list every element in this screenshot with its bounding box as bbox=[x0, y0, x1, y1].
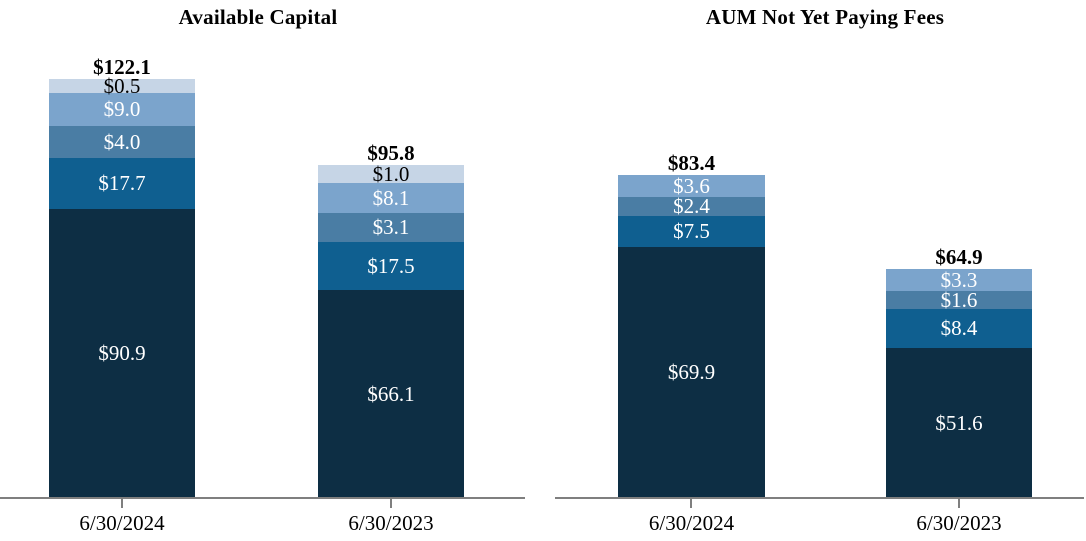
chart-title-aum-not-yet-paying-fees: AUM Not Yet Paying Fees bbox=[705, 5, 945, 29]
bar-available-capital-2024: $122.1 $0.5 $9.0 $4.0 $17.7 $90.9 bbox=[49, 55, 195, 498]
x-axis-line-right-chart bbox=[555, 497, 1084, 499]
bar-aum-2024: $83.4 $3.6 $2.4 $7.5 $69.9 bbox=[618, 151, 765, 498]
x-axis-category-label: 6/30/2023 bbox=[916, 511, 1002, 535]
x-axis-category-label: 6/30/2024 bbox=[648, 511, 735, 535]
bar-segment: $0.5 bbox=[49, 75, 195, 96]
bar-segment: $69.9 bbox=[618, 247, 765, 498]
bar-segment: $7.5 bbox=[618, 216, 765, 247]
bar-segment: $51.6 bbox=[886, 348, 1032, 498]
segment-value-label: $17.7 bbox=[98, 171, 146, 195]
bar-segment: $1.6 bbox=[886, 287, 1032, 312]
segment-value-label: $17.5 bbox=[367, 253, 415, 278]
bar-segment: $3.3 bbox=[886, 269, 1032, 291]
bar-segment: $1.0 bbox=[318, 161, 464, 186]
axis-tick bbox=[690, 497, 692, 508]
segment-value-label: $3.3 bbox=[940, 267, 978, 292]
x-axis-category-label: 6/30/2024 bbox=[79, 511, 165, 535]
axis-tick bbox=[958, 497, 960, 508]
bar-segment: $3.6 bbox=[618, 175, 765, 197]
segment-value-label: $4.0 bbox=[103, 129, 141, 154]
segment-value-label: $1.0 bbox=[372, 161, 410, 186]
segment-value-label: $66.1 bbox=[367, 381, 415, 406]
bar-segment: $4.0 bbox=[49, 126, 195, 158]
segment-value-label: $69.9 bbox=[667, 360, 716, 384]
bar-segment: $9.0 bbox=[49, 93, 195, 126]
segment-value-label: $7.5 bbox=[673, 219, 710, 243]
segment-value-label: $8.4 bbox=[940, 316, 978, 340]
axis-tick bbox=[390, 497, 392, 508]
bar-segment: $8.4 bbox=[886, 309, 1032, 348]
segment-value-label: $3.1 bbox=[372, 215, 410, 239]
bar-total-label: $64.9 bbox=[935, 245, 983, 269]
segment-value-label: $9.0 bbox=[103, 97, 141, 121]
bar-available-capital-2023: $95.8 $1.0 $8.1 $3.1 $17.5 $66.1 bbox=[318, 141, 464, 498]
bar-segment: $66.1 bbox=[318, 290, 464, 498]
bar-total-label: $122.1 bbox=[93, 55, 151, 79]
bar-segment: $90.9 bbox=[49, 209, 195, 498]
segment-value-label: $90.9 bbox=[98, 341, 146, 365]
axis-tick bbox=[121, 497, 123, 508]
segment-value-label: $8.1 bbox=[372, 185, 410, 210]
chart-title-available-capital: Available Capital bbox=[178, 5, 338, 29]
bar-aum-2023: $64.9 $3.3 $1.6 $8.4 $51.6 bbox=[886, 245, 1032, 498]
bar-segment: $2.4 bbox=[618, 194, 765, 218]
segment-value-label: $1.6 bbox=[940, 287, 978, 312]
segment-value-label: $51.6 bbox=[935, 410, 983, 435]
segment-value-label: $0.5 bbox=[103, 73, 141, 98]
segment-value-label: $2.4 bbox=[673, 194, 710, 218]
x-axis-category-label: 6/30/2023 bbox=[348, 511, 434, 535]
segment-value-label: $3.6 bbox=[673, 173, 710, 198]
bar-segment: $8.1 bbox=[318, 183, 464, 213]
bar-total-label: $83.4 bbox=[667, 151, 716, 175]
bar-segment: $3.1 bbox=[318, 213, 464, 242]
x-axis-line-left-chart bbox=[0, 497, 525, 499]
bar-total-label: $95.8 bbox=[367, 141, 415, 165]
bar-segment: $17.7 bbox=[49, 158, 195, 209]
bar-segment: $17.5 bbox=[318, 242, 464, 290]
